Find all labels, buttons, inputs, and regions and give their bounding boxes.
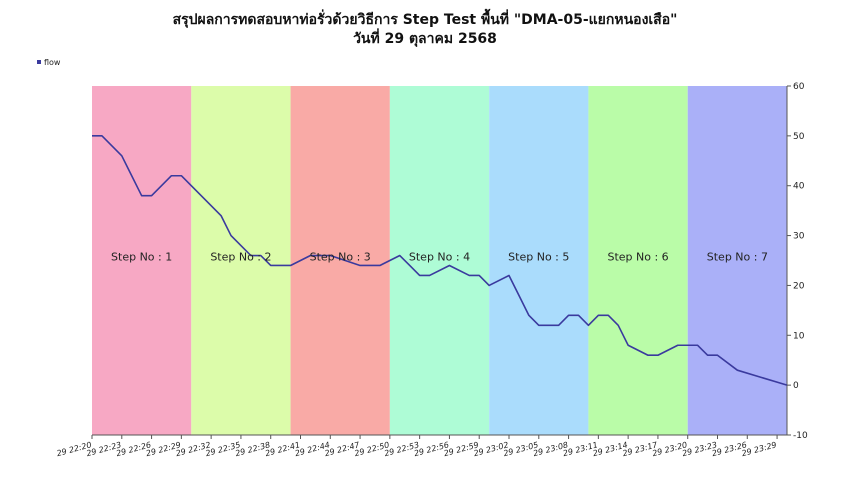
legend-label-flow: flow (44, 58, 61, 67)
step-label-1: Step No : 1 (111, 251, 172, 264)
series-layer (92, 135, 788, 386)
y-tick-label: 60 (793, 82, 805, 92)
legend-swatch-flow (37, 60, 41, 64)
step-label-3: Step No : 3 (310, 251, 371, 264)
chart-subtitle: วันที่ 29 ตุลาคม 2568 (353, 28, 497, 47)
step-band-6 (588, 86, 688, 435)
y-tick-label: 30 (793, 232, 805, 242)
step-label-5: Step No : 5 (508, 251, 569, 264)
step-band-4 (389, 86, 490, 435)
step-label-2: Step No : 2 (210, 251, 271, 264)
legend: flow (37, 58, 61, 67)
x-tick-label: 29 23:29 (741, 440, 778, 458)
y-tick-label: -10 (793, 431, 808, 441)
step-band-5 (489, 86, 589, 435)
y-tick-label: 40 (793, 182, 805, 192)
step-labels: Step No : 1 Step No : 2 Step No : 3 Step No… (111, 251, 768, 264)
step-band-7 (687, 86, 787, 435)
series-line-flow (92, 135, 788, 386)
step-band-2 (191, 86, 291, 435)
step-label-7: Step No : 7 (707, 251, 768, 264)
y-tick-label: 0 (793, 381, 799, 391)
y-tick-label: 10 (793, 331, 805, 341)
step-band-3 (290, 86, 390, 435)
chart-title: สรุปผลการทดสอบหาท่อรั่วด้วยวิธีการ Step … (173, 8, 678, 28)
step-bands (92, 86, 787, 435)
y-tick-label: 20 (793, 281, 805, 291)
step-band-1 (92, 86, 192, 435)
step-label-4: Step No : 4 (409, 251, 470, 264)
step-label-6: Step No : 6 (607, 251, 668, 264)
y-tick-label: 50 (793, 132, 805, 142)
